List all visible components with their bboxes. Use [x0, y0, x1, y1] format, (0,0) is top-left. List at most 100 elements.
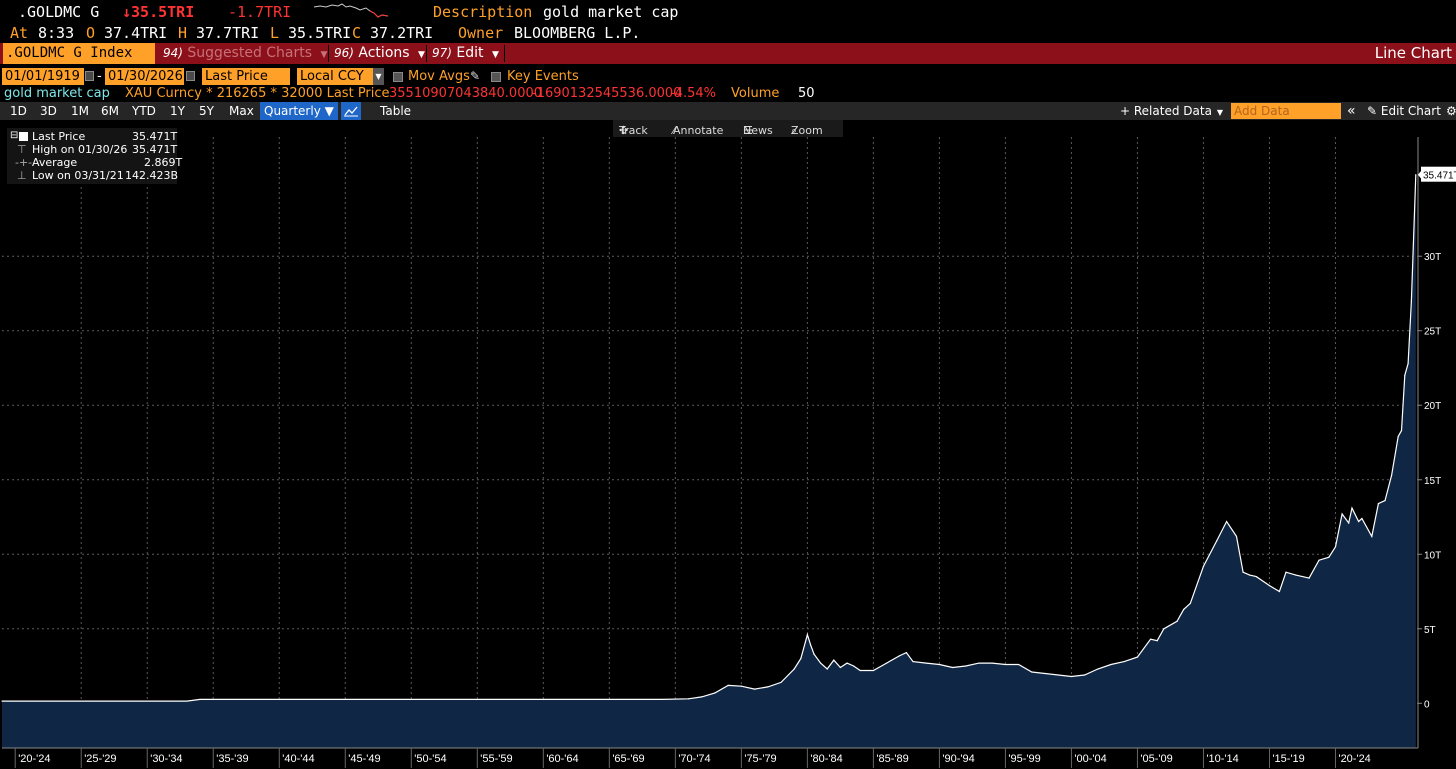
calendar-icon[interactable]	[85, 71, 94, 81]
period-1y[interactable]: 1Y	[170, 104, 185, 118]
x-tick-label: '20-'24	[18, 753, 50, 765]
volume-value: 50	[798, 86, 815, 101]
x-tick-label: '85-'89	[876, 753, 908, 765]
legend-label: Low on 03/31/21	[32, 169, 124, 182]
period-ytd[interactable]: YTD	[132, 104, 156, 118]
related-data-label: Related Data	[1133, 104, 1212, 118]
series-formula: XAU Curncy * 216265 * 32000 Last Price	[125, 86, 390, 101]
plus-icon: +	[1120, 104, 1134, 118]
suggested-charts-number: 94)	[163, 46, 183, 60]
security-field[interactable]: .GOLDMC G Index	[3, 43, 155, 64]
open-label: O	[86, 24, 96, 42]
data-point	[852, 665, 855, 667]
data-point	[767, 686, 769, 688]
data-point	[1308, 577, 1310, 579]
legend-row[interactable]: ⊟ Last Price 35.471T	[7, 130, 177, 143]
data-point	[740, 685, 742, 687]
mov-avgs-label[interactable]: Mov Avgs	[408, 69, 470, 84]
x-tick-label: '40-'44	[282, 753, 314, 765]
data-point	[1390, 474, 1393, 476]
period-1d[interactable]: 1D	[10, 104, 27, 118]
ticker[interactable]: .GOLDMC G	[18, 3, 100, 21]
field-selector[interactable]: Last Price	[202, 68, 290, 85]
data-point	[1084, 674, 1086, 676]
data-point	[1384, 500, 1386, 502]
period-6m[interactable]: 6M	[101, 104, 119, 118]
y-tick-label: 0	[1424, 699, 1430, 710]
pencil-icon[interactable]: ✎	[470, 69, 481, 83]
data-point	[952, 666, 954, 669]
annotate-label: Annotate	[673, 124, 724, 137]
end-date-field[interactable]: 01/30/2026	[105, 68, 184, 85]
start-date-field[interactable]: 01/01/1919	[2, 68, 84, 85]
mov-avgs-checkbox[interactable]	[393, 72, 403, 82]
data-point	[753, 688, 756, 690]
chart-tool-strip: ✣ Track ⁄ Annotate ☰ News ⌕ Zoom	[613, 120, 843, 137]
chart-toolbar: 1D 3D 1M 6M YTD 1Y 5Y Max Quarterly ▼ Ta…	[0, 102, 1456, 120]
collapse-icon[interactable]: «	[1347, 103, 1356, 119]
pencil-icon: ✎	[1367, 104, 1381, 118]
line-chart-icon[interactable]	[341, 102, 361, 120]
period-1m[interactable]: 1M	[71, 104, 89, 118]
frequency-selector[interactable]: Quarterly ▼	[260, 102, 338, 120]
high-value: 37.7TRI	[196, 24, 260, 42]
period-max[interactable]: Max	[229, 104, 254, 118]
legend-value: 35.471T	[132, 130, 178, 143]
low-label: L	[270, 24, 280, 42]
edit-label: Edit	[456, 45, 484, 61]
x-tick-label: '95-'99	[1008, 753, 1040, 765]
data-point	[1097, 668, 1099, 670]
edit-chart-button[interactable]: ✎ Edit Chart	[1367, 102, 1441, 120]
legend-row: -+- Average 2.869T	[7, 156, 182, 169]
crosshair-icon: ✣	[619, 124, 629, 137]
data-point	[819, 662, 822, 664]
data-point	[1348, 522, 1350, 524]
currency-selector[interactable]: Local CCY	[297, 68, 373, 85]
line-series-icon: ⊟	[10, 130, 19, 141]
x-tick-label: '45-'49	[348, 753, 380, 765]
date-separator: -	[97, 69, 102, 84]
data-point	[1371, 535, 1373, 537]
data-point	[1351, 507, 1353, 509]
related-data-button[interactable]: + Related Data ▼	[1120, 102, 1223, 120]
key-events-label[interactable]: Key Events	[507, 69, 579, 84]
period-5y[interactable]: 5Y	[199, 104, 214, 118]
edit-menu[interactable]: 97) Edit ▼	[432, 43, 499, 64]
calendar-icon[interactable]	[186, 71, 195, 81]
data-point	[1334, 546, 1337, 548]
area-fill	[2, 174, 1416, 748]
gear-icon[interactable]: ⚙	[1446, 104, 1456, 118]
data-point	[1031, 671, 1033, 673]
chevron-down-icon: ▼	[1216, 108, 1224, 117]
data-point	[810, 644, 812, 646]
data-point	[780, 681, 782, 684]
data-point	[1255, 576, 1257, 578]
period-3d[interactable]: 3D	[40, 104, 57, 118]
chevron-down-icon: ▼	[491, 50, 499, 60]
suggested-charts-menu[interactable]: 94) Suggested Charts ▼	[163, 43, 327, 64]
chevron-down-icon: ▼	[320, 50, 328, 60]
data-point	[1341, 513, 1343, 515]
series-name[interactable]: gold market cap	[4, 86, 110, 101]
key-events-checkbox[interactable]	[491, 72, 501, 82]
menu-bar: .GOLDMC G Index 94) Suggested Charts ▼ 9…	[0, 43, 1456, 64]
y-tick-label: 10T	[1424, 550, 1441, 561]
zoom-label: Zoom	[791, 124, 823, 137]
add-data-input[interactable]: Add Data	[1231, 103, 1341, 119]
chevron-down-icon[interactable]: ▼	[373, 68, 384, 85]
x-tick-label: '70-'74	[678, 753, 710, 765]
data-point	[938, 663, 940, 666]
news-icon: ☰	[743, 124, 753, 137]
low-icon: ⊥	[17, 169, 27, 182]
actions-menu[interactable]: 96) Actions ▼	[334, 43, 425, 64]
x-tick-label: '00-'04	[1074, 753, 1106, 765]
track-label: Track	[619, 124, 648, 137]
data-point	[1070, 675, 1073, 678]
x-tick-label: '05-'09	[1140, 753, 1172, 765]
description-label: Description	[433, 3, 533, 21]
data-point	[1328, 556, 1330, 558]
series-pct-change: -4.54%	[670, 86, 716, 101]
quote-line: .GOLDMC G ↓35.5TRI -1.7TRI Description g…	[0, 0, 1456, 24]
data-point	[1318, 559, 1320, 561]
table-button[interactable]: Table	[380, 104, 412, 118]
